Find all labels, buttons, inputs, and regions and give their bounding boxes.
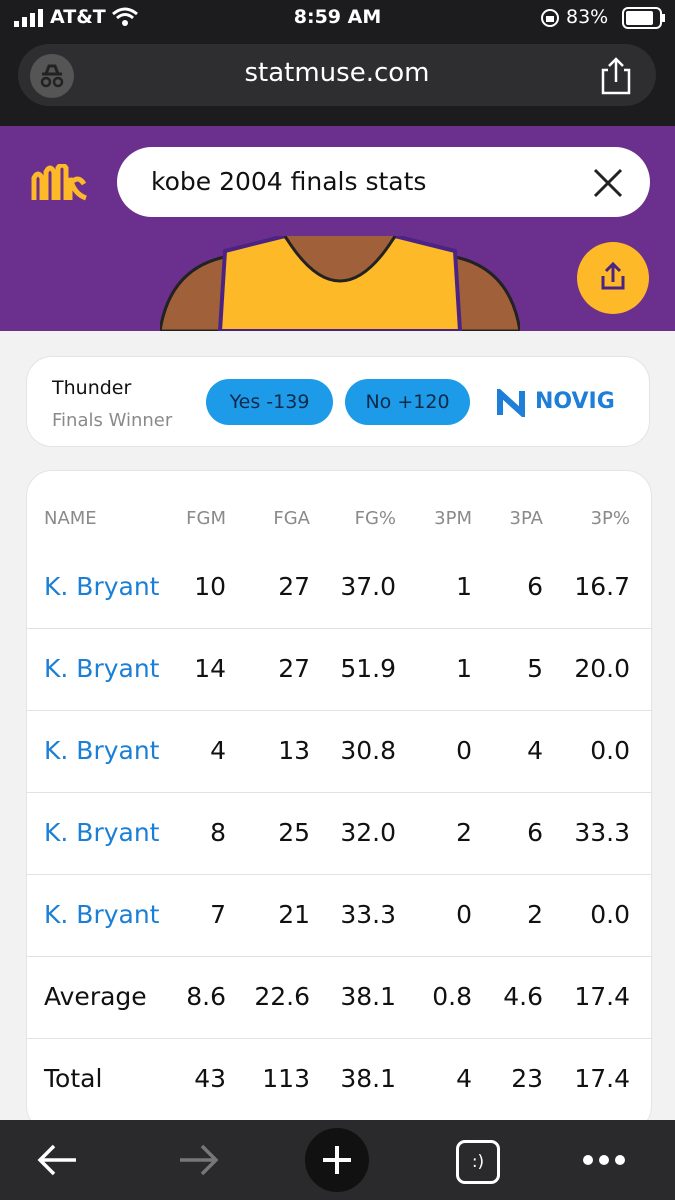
stat-cell: 113 — [262, 1064, 310, 1093]
column-header: FG% — [354, 508, 396, 529]
header: kobe 2004 finals stats — [0, 126, 675, 331]
stat-cell: 27 — [278, 654, 310, 683]
share-icon[interactable] — [598, 56, 634, 96]
bet-market: Finals Winner — [52, 410, 173, 431]
stat-cell: 43 — [194, 1064, 226, 1093]
clear-button[interactable] — [593, 168, 623, 198]
stat-cell: 1 — [456, 654, 472, 683]
url[interactable]: statmuse.com — [244, 58, 430, 88]
back-button[interactable] — [36, 1142, 80, 1178]
row-name[interactable]: K. Bryant — [44, 572, 160, 601]
stat-cell: 33.3 — [574, 818, 630, 847]
stat-cell: 30.8 — [340, 736, 396, 765]
stat-cell: 17.4 — [574, 982, 630, 1011]
stat-cell: 33.3 — [340, 900, 396, 929]
row-name: Total — [44, 1064, 103, 1093]
stat-cell: 32.0 — [340, 818, 396, 847]
row-name[interactable]: K. Bryant — [44, 736, 160, 765]
stat-cell: 0 — [456, 900, 472, 929]
search-query[interactable]: kobe 2004 finals stats — [151, 167, 427, 196]
incognito-icon[interactable] — [30, 54, 74, 98]
row-divider — [27, 956, 651, 957]
stat-cell: 0 — [456, 736, 472, 765]
stat-cell: 8 — [210, 818, 226, 847]
column-header: 3P% — [590, 508, 630, 529]
row-divider — [27, 792, 651, 793]
bottom-toolbar: :) — [0, 1120, 675, 1200]
battery-percent: 83% — [566, 6, 609, 28]
stats-table: NAME FGM FGA FG% 3PM 3PA 3P% K. Bryant 10 27 37.0 1… — [26, 470, 652, 1132]
new-tab-button[interactable] — [305, 1128, 369, 1192]
plus-icon[interactable] — [305, 1128, 369, 1192]
stat-cell: 14 — [194, 654, 226, 683]
stat-cell: 38.1 — [340, 1064, 396, 1093]
stat-cell: 0.0 — [590, 900, 630, 929]
signal-icon — [14, 9, 43, 27]
stat-cell: 20.0 — [574, 654, 630, 683]
row-name[interactable]: K. Bryant — [44, 818, 160, 847]
stat-cell: 13 — [278, 736, 310, 765]
stat-cell: 10 — [194, 572, 226, 601]
player-illustration — [160, 236, 520, 331]
stat-cell: 4 — [527, 736, 543, 765]
share-icon[interactable] — [577, 242, 649, 314]
column-header: 3PA — [509, 508, 543, 529]
row-name: Average — [44, 982, 147, 1011]
top-chrome: AT&T 8:59 AM 83% statmuse.com — [0, 0, 675, 126]
battery-icon — [622, 7, 665, 29]
column-header: FGA — [273, 508, 310, 529]
column-header: 3PM — [434, 508, 472, 529]
stat-cell: 25 — [278, 818, 310, 847]
no-button[interactable]: No +120 — [345, 379, 470, 425]
row-name[interactable]: K. Bryant — [44, 654, 160, 683]
stat-cell: 23 — [511, 1064, 543, 1093]
clock: 8:59 AM — [293, 6, 382, 28]
stat-cell: 4 — [210, 736, 226, 765]
forward-button[interactable] — [176, 1142, 220, 1178]
stat-cell: 17.4 — [574, 1064, 630, 1093]
stat-cell: 4 — [456, 1064, 472, 1093]
carrier: AT&T — [50, 6, 106, 28]
yes-button[interactable]: Yes -139 — [206, 379, 333, 425]
stat-cell: 21 — [278, 900, 310, 929]
rotation-lock-icon — [541, 9, 559, 27]
stat-cell: 2 — [527, 900, 543, 929]
stat-cell: 38.1 — [340, 982, 396, 1011]
row-divider — [27, 628, 651, 629]
stat-cell: 6 — [527, 818, 543, 847]
wifi-icon — [112, 7, 138, 26]
stat-cell: 2 — [456, 818, 472, 847]
stat-cell: 27 — [278, 572, 310, 601]
bet-card: Thunder Finals Winner Yes -139 No +120 N… — [26, 356, 650, 447]
url-bar[interactable]: statmuse.com — [18, 44, 656, 106]
stat-cell: 8.6 — [186, 982, 226, 1011]
stat-cell: 0.0 — [590, 736, 630, 765]
stat-cell: 7 — [210, 900, 226, 929]
share-button[interactable] — [577, 242, 649, 314]
stat-cell: 16.7 — [574, 572, 630, 601]
stat-cell: 1 — [456, 572, 472, 601]
novig-logo — [497, 389, 525, 417]
row-divider — [27, 874, 651, 875]
row-name[interactable]: K. Bryant — [44, 900, 160, 929]
stat-cell: 0.8 — [432, 982, 472, 1011]
row-divider — [27, 1038, 651, 1039]
row-divider — [27, 710, 651, 711]
stat-cell: 4.6 — [503, 982, 543, 1011]
novig-brand: NOVIG — [535, 389, 615, 414]
search-box[interactable]: kobe 2004 finals stats — [117, 147, 650, 217]
bet-team: Thunder — [52, 377, 132, 399]
stat-cell: 6 — [527, 572, 543, 601]
stat-cell: 51.9 — [340, 654, 396, 683]
stat-cell: 22.6 — [254, 982, 310, 1011]
statmuse-logo[interactable] — [30, 164, 90, 204]
stat-cell: 37.0 — [340, 572, 396, 601]
tabs-button[interactable]: :) — [456, 1140, 500, 1184]
column-header: NAME — [44, 508, 97, 529]
stat-cell: 5 — [527, 654, 543, 683]
column-header: FGM — [186, 508, 226, 529]
more-button[interactable] — [580, 1152, 628, 1168]
